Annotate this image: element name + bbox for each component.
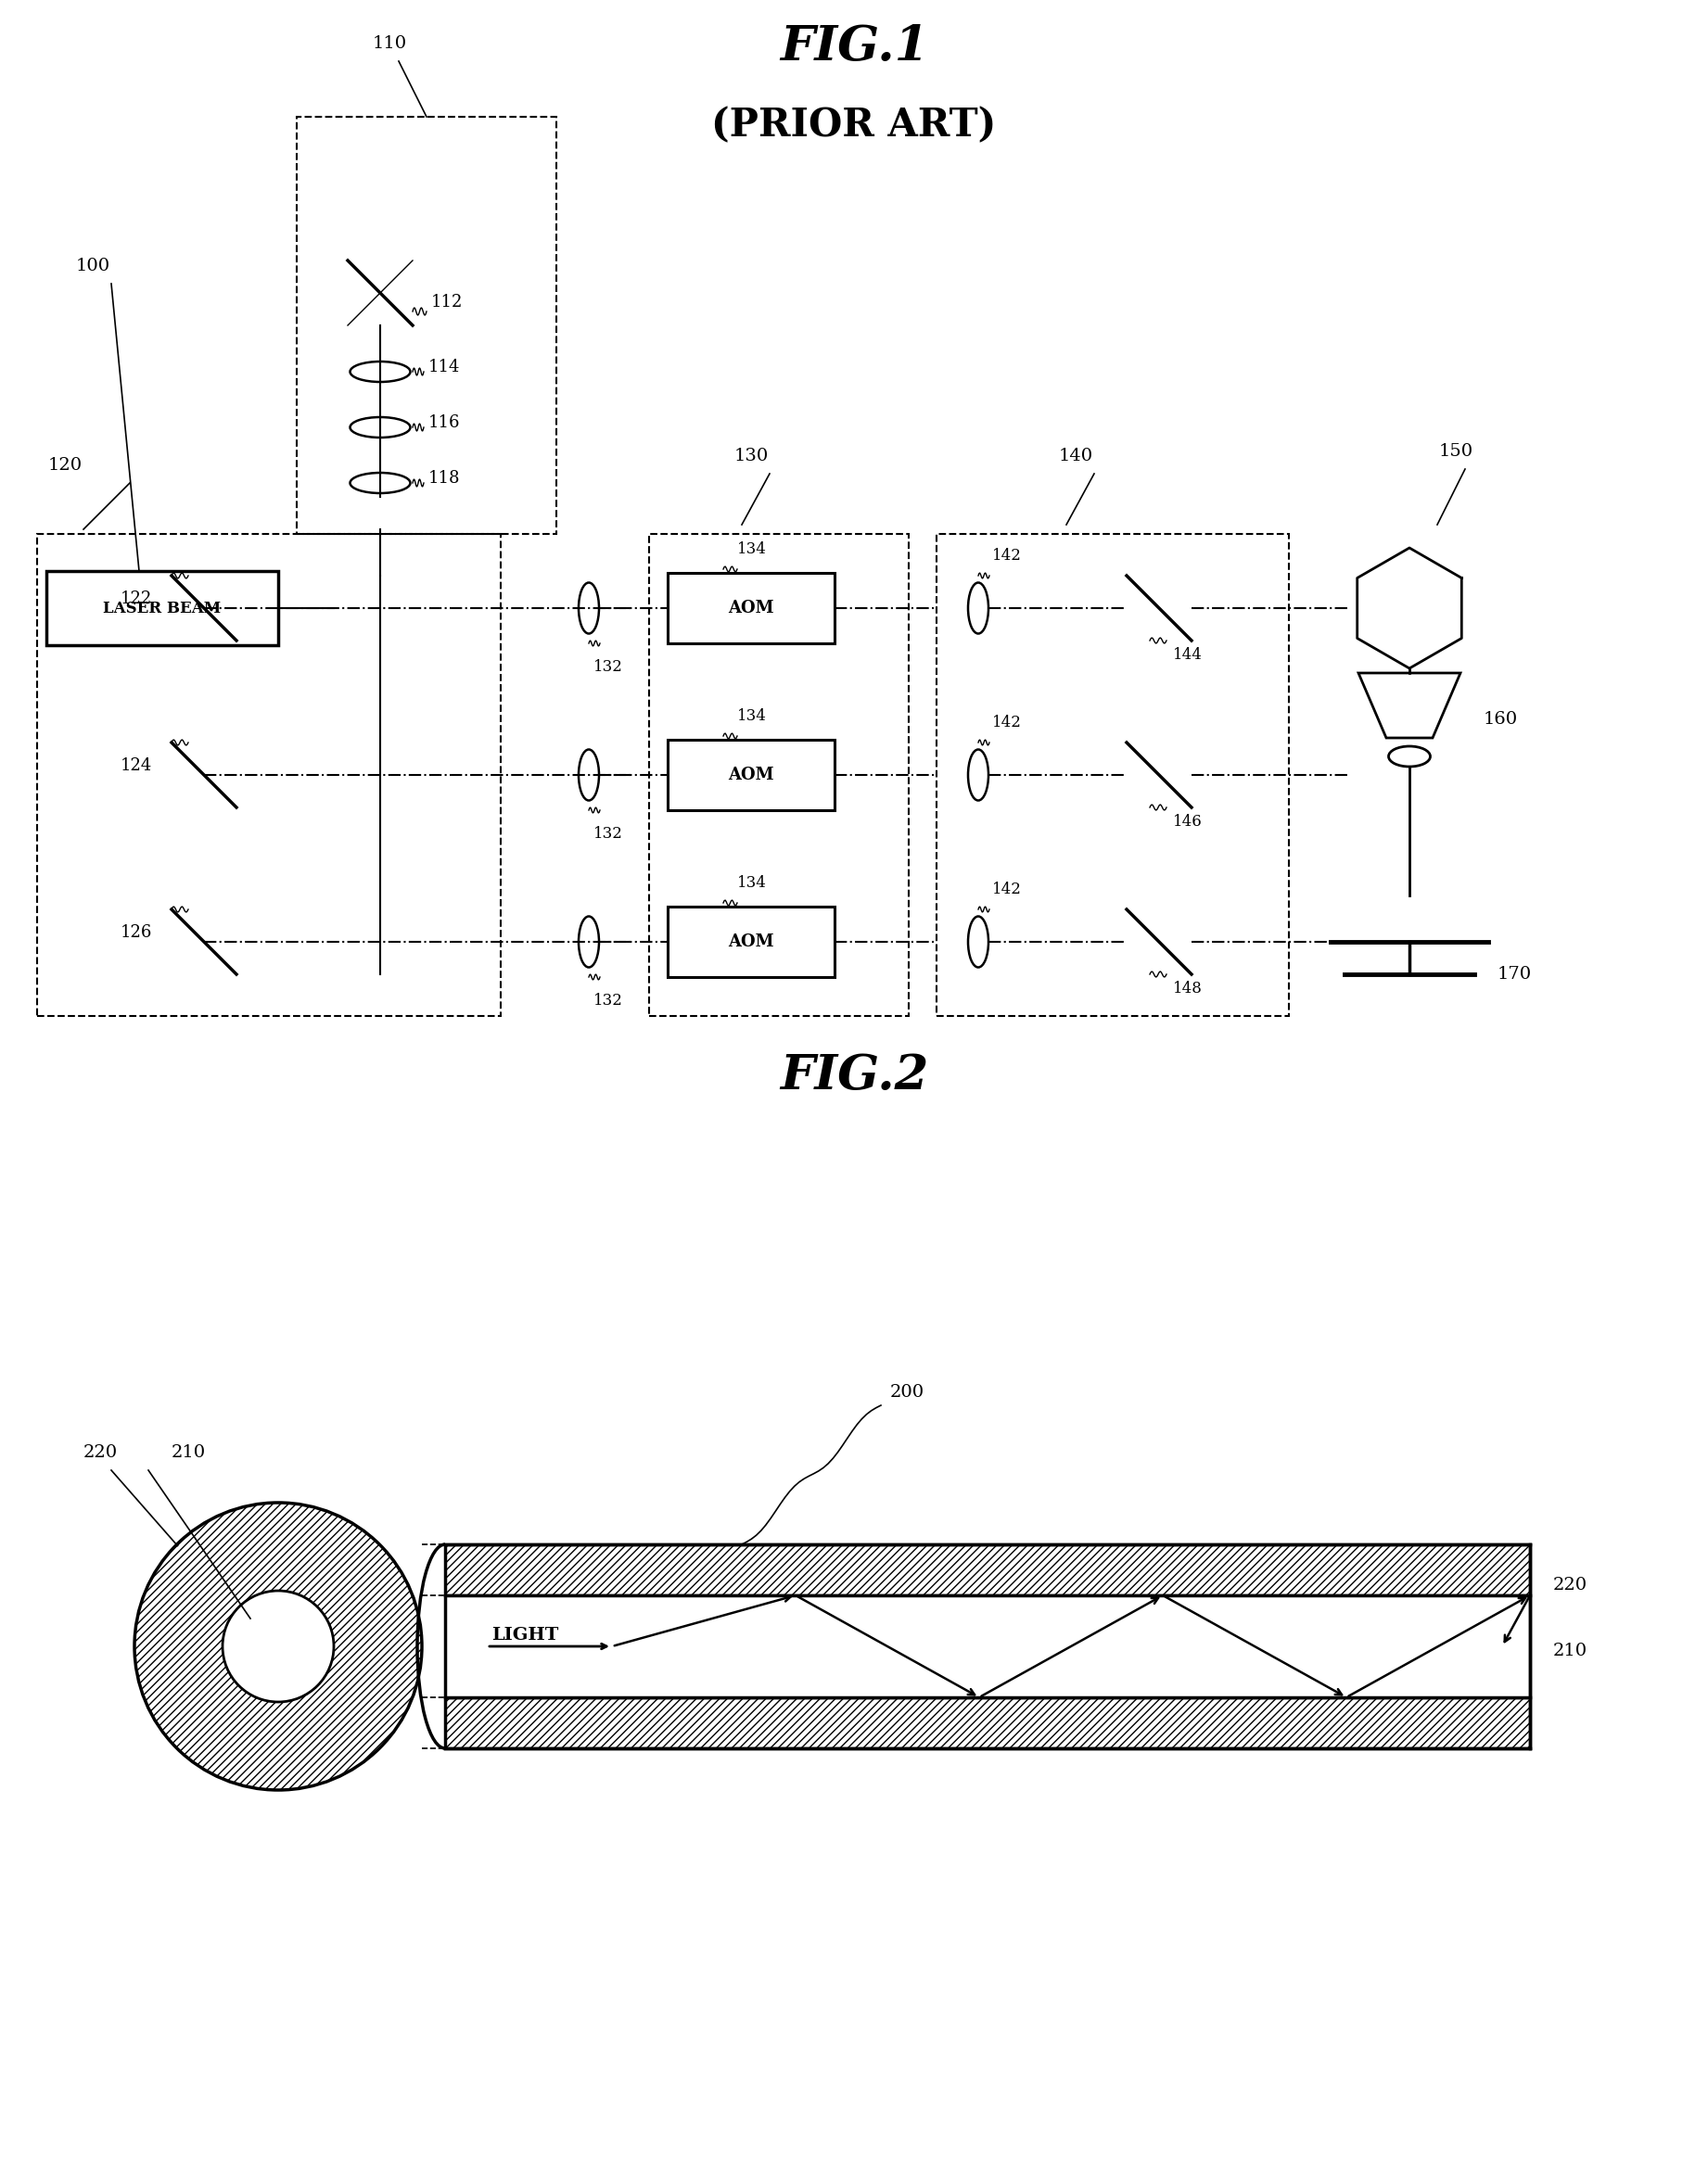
Text: 142: 142 [992,548,1021,563]
Bar [649,533,909,1016]
Text: 132: 132 [593,994,623,1009]
Bar [446,1594,1530,1697]
Text: 140: 140 [1059,448,1093,465]
Text: 220: 220 [1553,1577,1587,1594]
Bar [46,570,278,644]
Text: 160: 160 [1484,712,1518,727]
Text: 210: 210 [1553,1642,1587,1660]
Text: 112: 112 [430,295,463,310]
Text: 142: 142 [992,882,1021,898]
Text: 126: 126 [121,924,152,941]
Text: FIG.1: FIG.1 [779,24,929,70]
Bar [936,533,1290,1016]
Text: 132: 132 [593,826,623,841]
Text: 142: 142 [992,714,1021,729]
Text: 148: 148 [1173,981,1202,996]
Text: 110: 110 [372,35,407,52]
Text: AOM: AOM [728,767,774,784]
Text: 120: 120 [48,456,82,474]
Bar [668,906,835,976]
Text: (PRIOR ART): (PRIOR ART) [712,105,996,144]
Bar [446,1697,1530,1749]
Text: 132: 132 [593,660,623,675]
Text: 146: 146 [1173,815,1202,830]
Text: 122: 122 [121,590,152,607]
Text: FIG.2: FIG.2 [779,1053,929,1099]
Text: 144: 144 [1173,646,1202,662]
Text: 210: 210 [171,1444,207,1461]
Text: 134: 134 [738,542,767,557]
Text: 200: 200 [890,1385,924,1400]
Bar [668,572,835,644]
Text: 100: 100 [75,258,109,275]
Text: 124: 124 [121,758,152,773]
Bar [668,740,835,810]
Text: 150: 150 [1438,443,1472,461]
Bar [297,116,557,533]
Text: LIGHT: LIGHT [492,1627,559,1645]
Bar [38,533,500,1016]
Text: 130: 130 [734,448,769,465]
Text: 134: 134 [738,708,767,723]
Bar [446,1544,1530,1594]
Circle shape [222,1590,333,1701]
Circle shape [135,1503,422,1791]
Text: 116: 116 [429,415,461,430]
Text: LASER BEAM: LASER BEAM [102,601,222,616]
Text: 220: 220 [84,1444,118,1461]
Text: 134: 134 [738,876,767,891]
Text: 114: 114 [429,358,459,376]
Text: 118: 118 [429,470,461,487]
Text: AOM: AOM [728,933,774,950]
Text: 170: 170 [1498,965,1532,983]
Text: AOM: AOM [728,601,774,616]
Circle shape [234,1610,273,1649]
